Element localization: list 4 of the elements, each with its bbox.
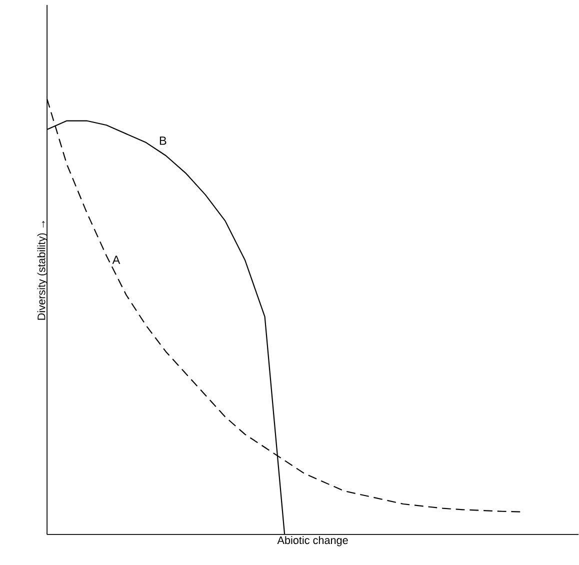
series-label: A	[112, 256, 120, 264]
series-label: B	[160, 136, 166, 145]
x-axis-title: Abiotic change	[277, 536, 348, 546]
y-axis-title: Diversity (stability) →	[37, 220, 48, 320]
